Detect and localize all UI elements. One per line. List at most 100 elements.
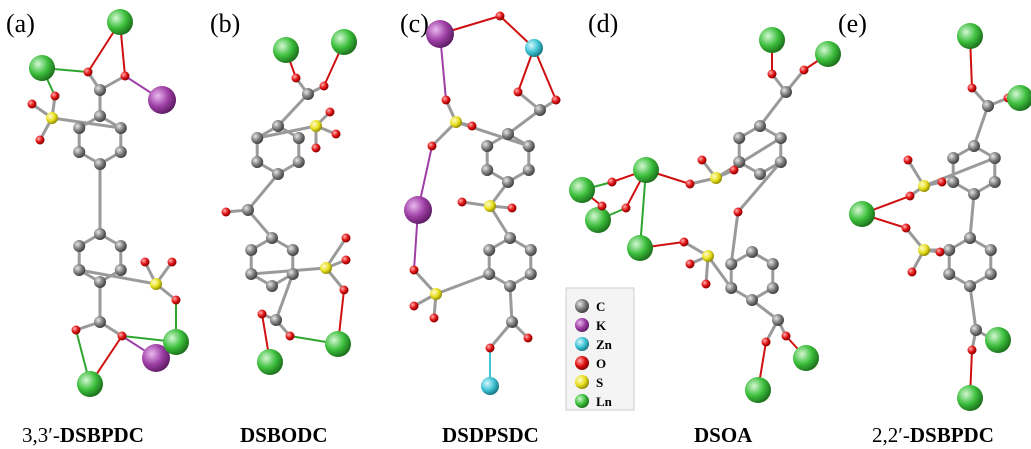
carbon-atom (251, 132, 264, 144)
oxygen-atom (967, 83, 977, 93)
carbon-atom (943, 268, 956, 280)
carbon-atom (982, 100, 994, 112)
carbon-atom (524, 244, 537, 256)
sulfur-atom (310, 120, 322, 132)
oxygen-atom (285, 331, 295, 341)
bond (714, 136, 783, 180)
carbon-atom (73, 122, 86, 134)
sulfur-atom (150, 278, 162, 290)
carbon-atom (988, 176, 1001, 188)
carbon-atom (272, 168, 284, 180)
bond (972, 104, 990, 148)
oxygen-atom (905, 191, 915, 201)
caption-a: 3,3′-DSBPDC (22, 423, 144, 447)
carbon-atom (114, 240, 127, 252)
panel-letter-c: (c) (400, 9, 429, 38)
bond (488, 204, 512, 240)
lanthanide-atom (585, 207, 611, 233)
carbon-atom (988, 152, 1001, 164)
oxygen-atom (495, 11, 505, 21)
carbon-atom (504, 232, 516, 244)
bond (922, 156, 997, 188)
bond (729, 210, 740, 266)
caption-b-name: DSBODC (240, 423, 328, 447)
carbon-atom (984, 268, 997, 280)
oxygen-atom (291, 73, 301, 83)
bond (274, 272, 295, 322)
carbon-atom (733, 156, 746, 168)
oxygen-atom (457, 197, 467, 207)
carbon-atom (94, 228, 106, 240)
carbon-atom (968, 188, 980, 200)
carbon-atom (483, 244, 496, 256)
carbon-atom (245, 268, 258, 280)
captions: 3,3′-DSBPDC DSBODC DSDPSDC DSOA 2,2′-DSB… (22, 423, 994, 447)
carbon-atom (94, 84, 106, 96)
panel-letters: (a) (b) (c) (d) (e) (6, 9, 867, 38)
legend: CK Zn OS Ln (565, 287, 635, 411)
oxygen-atom (429, 313, 439, 323)
caption-d: DSOA (694, 423, 753, 447)
carbon-atom (984, 244, 997, 256)
carbon-atom (746, 246, 758, 258)
oxygen-atom (781, 331, 791, 341)
carbon-atom (725, 258, 738, 270)
oxygen-atom (35, 135, 45, 145)
potassium-atom (142, 344, 170, 372)
sulfur-atom (702, 250, 714, 262)
oxygen-atom (341, 255, 351, 265)
lanthanide-atom (957, 385, 983, 411)
panel-letter-d: (d) (588, 9, 618, 38)
oxygen-atom (685, 259, 695, 269)
carbon-atom (754, 168, 766, 180)
oxygen-atom (441, 95, 451, 105)
carbon-atom (270, 314, 282, 326)
lanthanide-atom (627, 235, 653, 261)
oxygen-atom (409, 301, 419, 311)
oxygen-atom (257, 309, 267, 319)
oxygen-atom (799, 65, 809, 75)
carbon-atom (947, 152, 960, 164)
carbon-atom (502, 176, 514, 188)
carbon-atom (481, 140, 494, 152)
lanthanide-atom (849, 201, 875, 227)
oxygen-atom (27, 99, 37, 109)
oxygen-atom (767, 69, 777, 79)
carbon-atom (502, 128, 514, 140)
oxygen-atom (467, 121, 477, 131)
bond (276, 92, 310, 128)
bond (506, 108, 542, 136)
oxygen-atom (507, 203, 517, 213)
molecule-d (569, 27, 841, 403)
panel-letter-e: (e) (838, 9, 867, 38)
carbon-atom (292, 156, 305, 168)
carbon-atom (964, 280, 976, 292)
oxygen-atom (140, 257, 150, 267)
oxygen-atom (167, 257, 177, 267)
caption-a-prefix: 3,3′- (22, 423, 60, 447)
carbon-atom (266, 232, 278, 244)
lanthanide-atom (1007, 85, 1031, 111)
lanthanide-atom (77, 371, 103, 397)
oxygen-atom (967, 345, 977, 355)
caption-e-prefix: 2,2′- (872, 423, 910, 447)
lanthanide-atom (163, 329, 189, 355)
carbon-atom (245, 244, 258, 256)
lanthanide-atom (569, 177, 595, 203)
carbon-atom (73, 240, 86, 252)
oxygen-atom (901, 223, 911, 233)
potassium-atom (426, 20, 454, 48)
caption-e-name: DSBPDC (910, 423, 994, 447)
oxygen-atom (935, 247, 945, 257)
oxygen-atom (937, 177, 947, 187)
oxygen-atom (701, 279, 711, 289)
carbon-atom (481, 164, 494, 176)
carbon-atom (94, 158, 106, 170)
lanthanide-atom (633, 157, 659, 183)
legend-swatch-ln (575, 394, 589, 408)
caption-c-name: DSDPSDC (442, 423, 539, 447)
bond (706, 254, 733, 290)
oxygen-atom (621, 203, 631, 213)
legend-swatch-s (575, 375, 589, 389)
sulfur-atom (710, 172, 722, 184)
